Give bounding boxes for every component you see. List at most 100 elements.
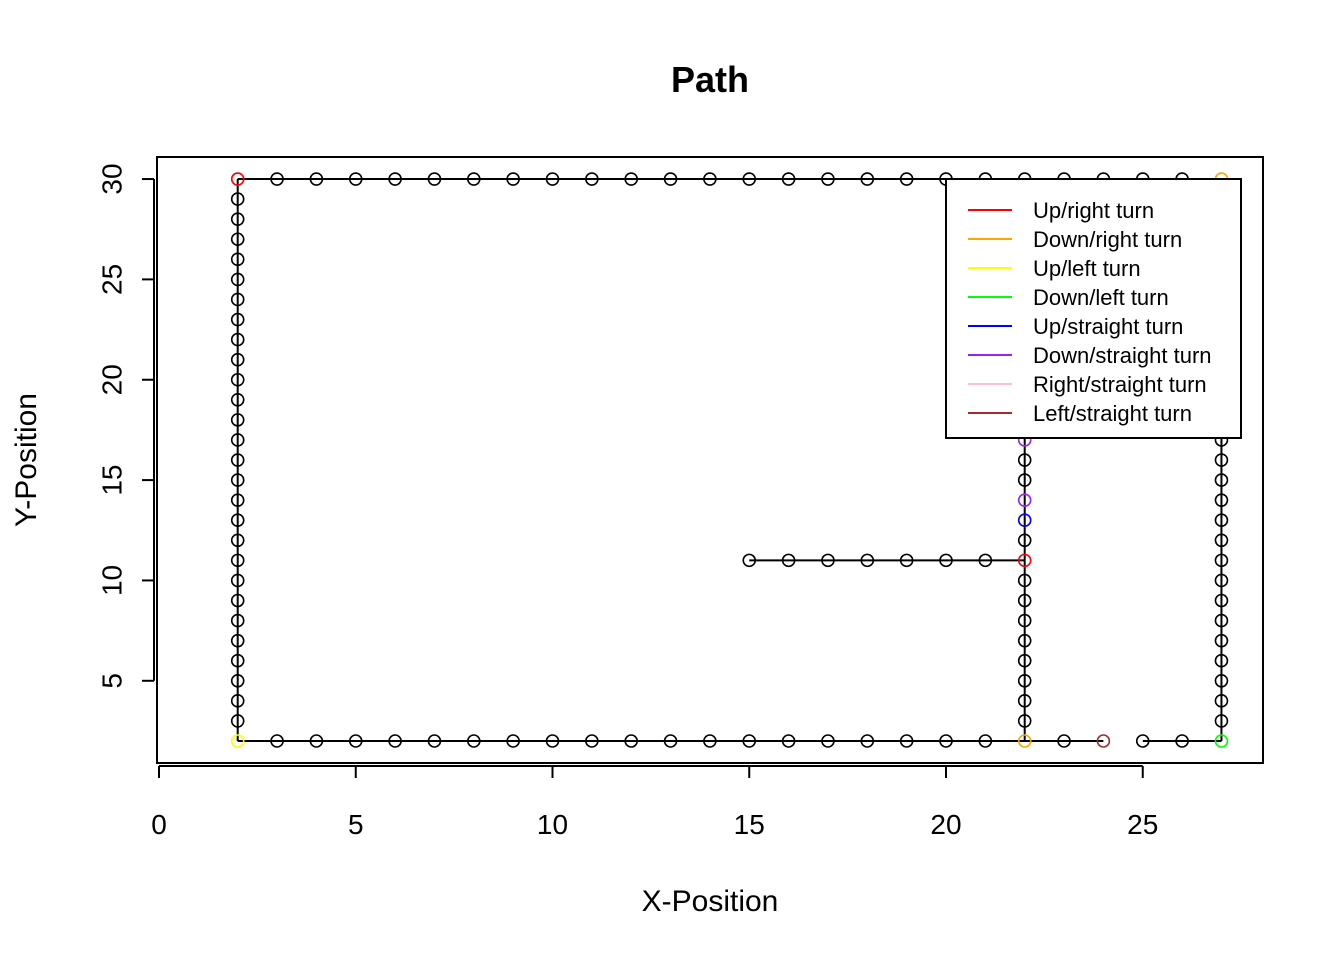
data-point	[388, 172, 402, 186]
data-point	[1214, 493, 1229, 507]
data-point	[230, 192, 245, 206]
data-point	[230, 533, 245, 548]
legend-entry: Down/right turn	[1033, 227, 1182, 252]
data-point	[1017, 453, 1032, 467]
data-point	[821, 553, 835, 568]
turn-point	[230, 172, 245, 186]
data-point	[624, 734, 639, 748]
data-point	[270, 734, 284, 748]
data-point	[230, 673, 245, 688]
data-point	[427, 734, 442, 748]
data-point	[742, 172, 757, 186]
data-point	[821, 172, 835, 186]
data-point	[270, 172, 284, 186]
data-point	[230, 232, 245, 247]
data-point	[230, 252, 245, 267]
data-point	[1017, 473, 1032, 487]
data-point	[1214, 553, 1229, 568]
data-point	[1214, 453, 1229, 467]
data-point	[230, 613, 245, 628]
data-point	[978, 734, 993, 748]
data-point	[230, 352, 245, 367]
data-point	[230, 372, 245, 387]
data-point	[545, 734, 560, 748]
data-point	[230, 453, 245, 467]
data-point	[230, 714, 245, 728]
data-point	[978, 553, 993, 568]
y-tick-label: 15	[97, 465, 128, 496]
data-point	[230, 292, 245, 307]
data-point	[1135, 734, 1150, 748]
data-point	[1017, 533, 1032, 548]
plot-frame	[156, 156, 1264, 764]
data-point	[939, 734, 953, 748]
legend: Up/right turn Down/right turn Up/left turn…	[945, 178, 1242, 439]
data-point	[1057, 734, 1071, 748]
legend-entry: Up/right turn	[1033, 198, 1154, 223]
data-point	[1214, 473, 1229, 487]
y-tick-label: 30	[97, 163, 128, 194]
data-point	[230, 553, 245, 568]
data-point	[1214, 673, 1229, 688]
data-point	[663, 172, 678, 186]
data-point	[230, 694, 245, 708]
data-point	[1017, 673, 1032, 688]
data-point	[781, 172, 796, 186]
data-point	[899, 734, 914, 748]
data-point	[860, 172, 875, 186]
turn-point	[1017, 513, 1032, 528]
data-point	[1214, 633, 1229, 648]
data-point	[939, 553, 953, 568]
data-point	[663, 734, 678, 748]
data-point	[1214, 714, 1229, 728]
data-point	[703, 172, 717, 186]
turn-point	[1017, 493, 1032, 507]
data-point	[781, 734, 796, 748]
x-tick-label: 25	[1127, 809, 1158, 840]
legend-entry: Up/straight turn	[1033, 314, 1183, 339]
data-point	[1214, 513, 1229, 528]
data-point	[427, 172, 442, 186]
turn-point	[1017, 734, 1032, 748]
y-tick-label: 25	[97, 264, 128, 295]
x-tick-label: 0	[151, 809, 167, 840]
data-point	[860, 734, 875, 748]
data-point	[1017, 653, 1032, 668]
data-point	[585, 172, 599, 186]
legend-entry: Right/straight turn	[1033, 372, 1207, 397]
data-point	[230, 212, 245, 226]
data-point	[1017, 694, 1032, 708]
turn-point	[1017, 553, 1032, 568]
legend-entry: Down/left turn	[1033, 285, 1169, 310]
legend-box	[945, 178, 1242, 439]
turn-point	[1214, 734, 1229, 748]
data-point	[1214, 533, 1229, 548]
data-point	[388, 734, 402, 748]
data-point	[703, 734, 717, 748]
data-point	[230, 493, 245, 507]
legend-entry: Up/left turn	[1033, 256, 1141, 281]
data-point	[1017, 593, 1032, 608]
data-point	[230, 332, 245, 347]
data-point	[348, 734, 363, 748]
legend-entry: Left/straight turn	[1033, 401, 1192, 426]
data-point	[309, 734, 324, 748]
data-point	[1175, 734, 1189, 748]
data-point	[466, 734, 481, 748]
data-point	[230, 433, 245, 447]
turn-point	[230, 734, 245, 748]
x-tick-label: 5	[348, 809, 364, 840]
x-tick-label: 15	[734, 809, 765, 840]
data-point	[899, 553, 914, 568]
data-point	[1017, 573, 1032, 588]
data-point	[1214, 613, 1229, 628]
turn-point	[1096, 734, 1111, 748]
data-point	[860, 553, 875, 568]
data-point	[1017, 613, 1032, 628]
data-point	[1214, 573, 1229, 588]
legend-entry: Down/straight turn	[1033, 343, 1212, 368]
data-point	[899, 172, 914, 186]
x-tick-label: 10	[537, 809, 568, 840]
